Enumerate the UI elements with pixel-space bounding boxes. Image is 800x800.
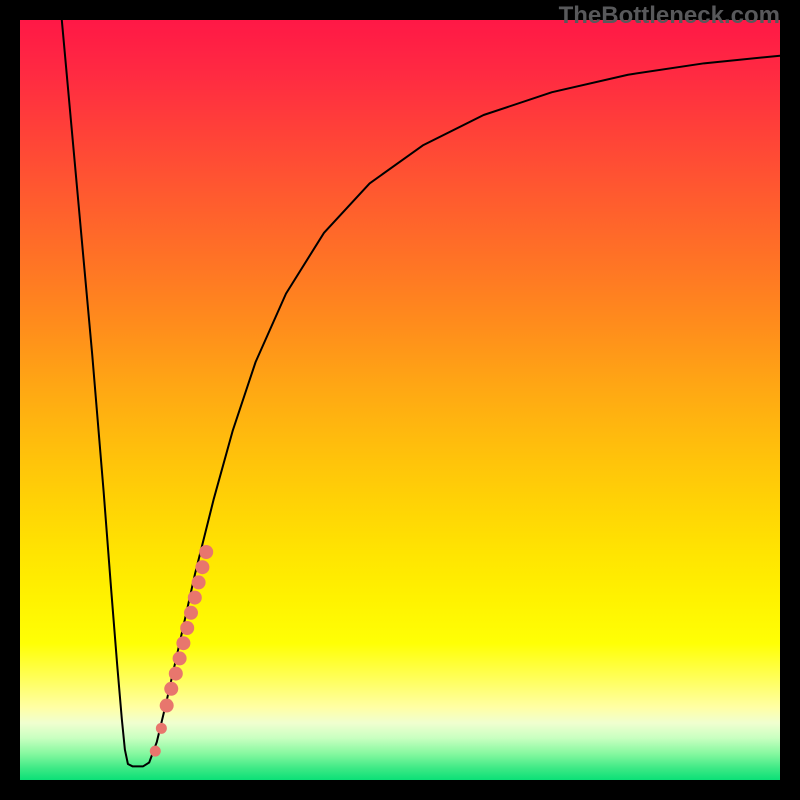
plot-area — [20, 20, 780, 780]
data-marker — [176, 636, 190, 650]
data-marker — [195, 560, 209, 574]
data-marker — [164, 682, 178, 696]
chart-frame: TheBottleneck.com — [0, 0, 800, 800]
chart-svg — [20, 20, 780, 780]
data-marker — [160, 699, 174, 713]
data-marker — [180, 621, 194, 635]
data-marker — [156, 723, 167, 734]
data-marker — [150, 746, 161, 757]
data-marker — [184, 606, 198, 620]
gradient-background — [20, 20, 780, 780]
data-marker — [173, 651, 187, 665]
data-marker — [192, 575, 206, 589]
data-marker — [199, 545, 213, 559]
watermark-text: TheBottleneck.com — [559, 2, 780, 30]
data-marker — [169, 667, 183, 681]
data-marker — [188, 591, 202, 605]
